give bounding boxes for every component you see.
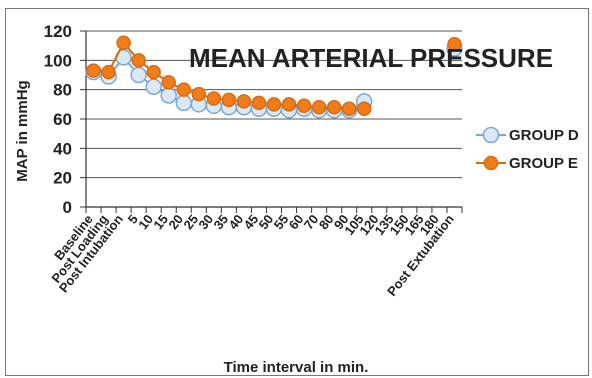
y-tick-label: 60 (53, 110, 72, 129)
legend: GROUP D GROUP E (476, 126, 579, 172)
chart-frame: 0 20 40 60 80 100 120 Baseline Post Loading Post … (5, 8, 589, 376)
chart-title: MEAN ARTERIAL PRESSURE (189, 43, 553, 73)
y-axis-label: MAP in mmHg (14, 80, 31, 181)
data-point (160, 87, 177, 104)
data-point (236, 94, 252, 109)
data-point (296, 98, 312, 114)
legend-item: GROUP D (476, 126, 579, 144)
y-tick-label: 100 (44, 51, 72, 70)
y-tick-label: 20 (53, 169, 72, 188)
data-point (161, 75, 176, 90)
data-point (101, 64, 116, 80)
data-point (131, 53, 146, 68)
data-point (266, 97, 282, 112)
data-point (251, 95, 267, 111)
y-tick-label: 0 (63, 198, 72, 217)
data-point (447, 36, 462, 52)
data-point (326, 100, 342, 115)
data-point (176, 82, 192, 97)
legend-item: GROUP E (476, 155, 578, 172)
data-point (281, 97, 297, 112)
data-point (175, 94, 193, 112)
legend-label: GROUP E (509, 155, 578, 172)
y-tick-label: 80 (53, 81, 72, 100)
data-point (311, 100, 327, 115)
series-group-e (86, 35, 462, 116)
x-axis-label: Time interval in min. (224, 359, 369, 376)
legend-marker (482, 126, 500, 144)
data-point (206, 91, 222, 106)
data-point (356, 101, 372, 116)
data-point (191, 86, 207, 102)
data-point (146, 64, 161, 80)
data-point (86, 63, 101, 78)
data-point (341, 101, 357, 116)
data-point (145, 78, 162, 95)
legend-marker (483, 155, 499, 171)
y-tick-label: 40 (53, 139, 72, 158)
series-layer (85, 35, 463, 119)
data-point (130, 66, 147, 84)
data-point (221, 92, 237, 108)
y-tick-label: 120 (44, 22, 72, 41)
data-point (116, 35, 131, 50)
legend-label: GROUP D (509, 127, 579, 144)
